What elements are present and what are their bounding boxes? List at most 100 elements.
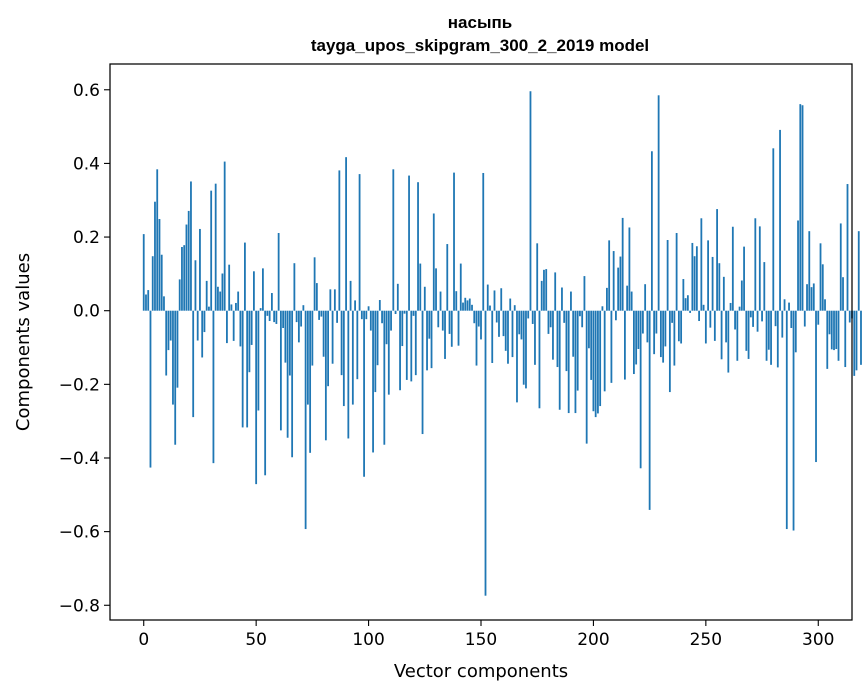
bar [788,302,790,311]
bar [327,310,329,387]
bar [774,310,777,327]
bar [633,310,635,375]
bar [601,306,604,311]
bar [158,219,161,311]
bar [812,283,815,311]
bar [403,310,406,314]
bar [801,105,804,311]
bar [163,296,165,311]
bar [581,310,584,328]
bar [520,310,523,340]
bar [142,234,145,311]
bar [702,304,705,311]
bar [340,310,343,376]
bar [374,310,377,393]
bar [626,285,629,311]
bar [187,210,190,311]
bar [817,310,820,325]
y-tick-label: −0.8 [59,596,100,616]
x-tick-label: 100 [352,630,384,650]
bar [212,310,215,464]
x-axis-label: Vector components [394,661,568,682]
bar [246,310,249,428]
bar [785,310,788,530]
bar [828,310,831,335]
bar [437,310,440,328]
bar [421,310,424,435]
bar [417,182,419,311]
bar [536,243,539,311]
bar [192,310,195,418]
bar [628,227,631,311]
bar [358,174,361,311]
bar [217,286,219,311]
bar [444,310,446,359]
bar [190,181,192,311]
bar [154,201,156,311]
bar [354,300,356,311]
bar [857,231,860,311]
bar [547,310,550,334]
bar [763,262,766,311]
bar [318,310,321,320]
x-tick-label: 150 [465,630,497,650]
bar [495,310,498,323]
bar [848,310,851,323]
bar [235,302,237,311]
bar [650,151,653,311]
bar [534,310,536,365]
bar [376,310,379,366]
bar [356,310,359,380]
bar [693,256,696,311]
bar [282,310,285,329]
bar [347,310,350,439]
bar [558,310,561,410]
bar [752,310,754,327]
bar [615,310,617,321]
y-tick-label: −0.2 [59,375,100,395]
bar [257,310,260,411]
bar [401,310,404,347]
bar [740,280,743,311]
bar [273,310,276,323]
bar [491,310,494,363]
bar [208,306,210,311]
bar [522,310,525,385]
bar [646,310,649,343]
bar [205,280,208,311]
bar [803,310,806,327]
bar [689,310,692,313]
bar [527,310,530,319]
bar [797,220,799,311]
bar [725,310,727,343]
bar [794,310,797,353]
bar [713,310,716,341]
bar [698,310,700,322]
bar [450,310,453,347]
bar [297,310,300,343]
bar [147,290,150,311]
bar [641,310,644,334]
bar [498,310,500,337]
bar [241,310,244,428]
bar [709,310,712,328]
bar [826,310,829,369]
bar [682,279,685,311]
bar [754,218,757,311]
bar [167,310,170,351]
bar [846,184,849,311]
bar [516,310,518,403]
y-tick-label: 0.6 [73,81,100,101]
bar [758,226,761,311]
bar [165,310,168,376]
bar [756,310,759,332]
bar [262,268,264,311]
bar [291,310,294,458]
bar [387,310,390,395]
bar [399,310,401,391]
bar [561,287,563,311]
bar [655,310,658,334]
bar [563,310,566,323]
bar [410,310,413,382]
bar [579,310,581,317]
